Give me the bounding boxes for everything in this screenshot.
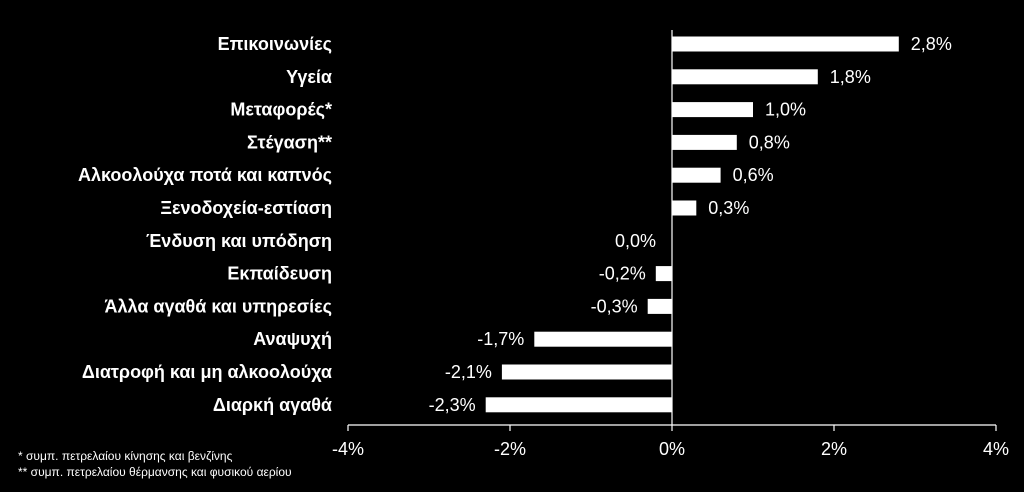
value-label: 0,0%	[615, 231, 656, 251]
category-label: Αλκοολούχα ποτά και καπνός	[78, 165, 332, 185]
bar	[672, 200, 697, 216]
category-label: Ένδυση και υπόδηση	[146, 231, 332, 251]
footnote-2: ** συμπ. πετρελαίου θέρμανσης και φυσικο…	[18, 465, 292, 479]
bar	[672, 36, 899, 52]
value-label: 0,6%	[733, 165, 774, 185]
footnotes: * συμπ. πετρελαίου κίνησης και βενζίνης …	[18, 448, 292, 480]
bar	[485, 397, 672, 413]
category-label: Άλλα αγαθά και υπηρεσίες	[105, 296, 332, 316]
x-tick-label: 2%	[821, 439, 847, 459]
value-label: 0,3%	[708, 198, 749, 218]
bar	[655, 266, 672, 282]
x-tick-label: -2%	[494, 439, 526, 459]
bar	[672, 102, 753, 118]
value-label: 1,8%	[830, 67, 871, 87]
bar	[501, 364, 672, 380]
value-label: 0,8%	[749, 132, 790, 152]
category-label: Ξενοδοχεία-εστίαση	[160, 198, 332, 218]
bar	[534, 331, 672, 347]
value-label: -0,2%	[599, 264, 646, 284]
x-tick-label: -4%	[332, 439, 364, 459]
value-label: -1,7%	[477, 329, 524, 349]
bar	[672, 134, 737, 150]
value-label: -2,1%	[445, 362, 492, 382]
category-label: Εκπαίδευση	[227, 264, 332, 284]
footnote-1: * συμπ. πετρελαίου κίνησης και βενζίνης	[18, 449, 233, 463]
category-label: Στέγαση**	[247, 132, 332, 152]
value-label: 1,0%	[765, 100, 806, 120]
value-label: 2,8%	[911, 34, 952, 54]
bar	[672, 69, 818, 85]
bar	[647, 298, 672, 314]
value-label: -2,3%	[429, 395, 476, 415]
x-tick-label: 4%	[983, 439, 1009, 459]
category-label: Μεταφορές*	[230, 100, 332, 120]
bar	[672, 167, 721, 183]
x-tick-label: 0%	[659, 439, 685, 459]
value-label: -0,3%	[591, 296, 638, 316]
category-label: Διαρκή αγαθά	[213, 395, 332, 415]
category-label: Διατροφή και μη αλκοολούχα	[82, 362, 332, 382]
category-label: Επικοινωνίες	[218, 34, 332, 54]
category-label: Αναψυχή	[253, 329, 332, 349]
category-label: Υγεία	[286, 67, 332, 87]
